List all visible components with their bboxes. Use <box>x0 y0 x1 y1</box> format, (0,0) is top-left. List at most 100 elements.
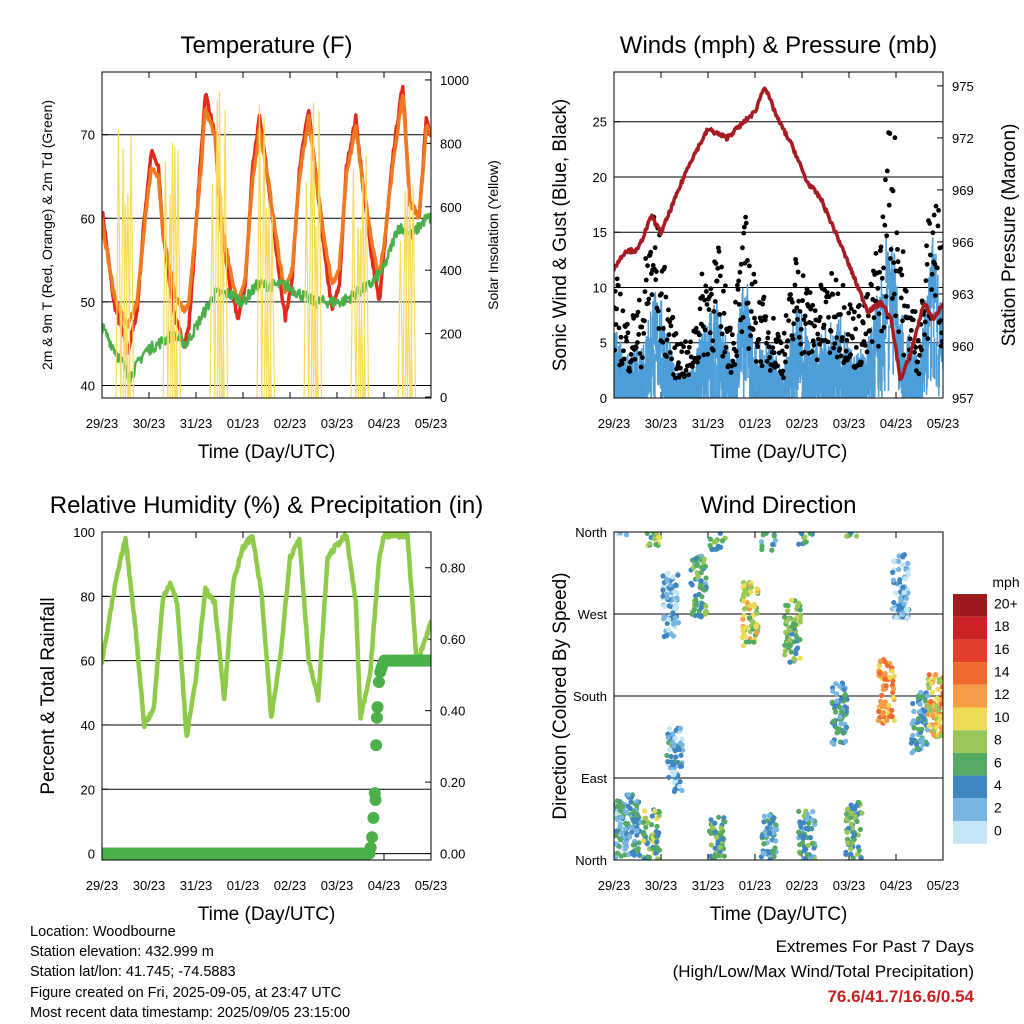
gust-point <box>614 276 620 282</box>
gust-point <box>753 359 759 364</box>
gust-point <box>895 246 900 252</box>
wind-direction-point <box>721 853 727 859</box>
x-tick-label: 03/23 <box>321 416 354 431</box>
wind-direction-point <box>670 574 676 580</box>
gust-point <box>865 291 871 297</box>
wind-direction-point <box>718 544 724 550</box>
wind-direction-point <box>834 698 840 704</box>
wind-direction-point <box>667 746 673 753</box>
gust-point <box>672 345 678 351</box>
wind-direction-point <box>910 732 916 738</box>
solar-spike <box>115 129 122 398</box>
wind-direction-point <box>910 700 916 707</box>
gust-point <box>927 252 933 258</box>
wind-direction-point <box>625 821 631 827</box>
solar-spike <box>404 187 411 398</box>
wind-direction-point <box>712 845 718 851</box>
solar-spike <box>263 208 270 398</box>
x-tick-label: 04/23 <box>880 416 913 431</box>
gust-point <box>912 349 917 355</box>
wind-direction-point <box>893 590 899 596</box>
gust-point <box>758 359 764 365</box>
wind-direction-point <box>856 847 862 854</box>
gust-point <box>733 299 738 305</box>
gust-point <box>788 292 793 297</box>
wind-direction-point <box>666 774 672 780</box>
gust-point <box>889 296 895 301</box>
wind-direction-point <box>931 732 937 738</box>
gust-point <box>666 332 672 338</box>
wind-direction-point <box>929 689 935 696</box>
wind-direction-point <box>802 856 809 860</box>
y2-tick-label: 0.20 <box>440 775 465 790</box>
gust-point <box>915 338 921 343</box>
wind-direction-point <box>718 825 724 831</box>
wind-direction-point <box>741 631 747 638</box>
wind-direction-point <box>643 824 649 830</box>
figure-created: Figure created on Fri, 2025-09-05, at 23… <box>30 984 342 1001</box>
gust-point <box>863 331 869 337</box>
wind-direction-point <box>797 636 803 643</box>
y2-tick-label: 966 <box>952 235 974 250</box>
gust-point <box>767 355 773 360</box>
wind-direction-point <box>665 570 671 577</box>
gust-point <box>645 300 651 306</box>
wind-direction-point <box>928 698 934 705</box>
gust-point <box>755 344 761 350</box>
wind-direction-point <box>913 741 920 748</box>
wind-direction-point <box>807 532 813 537</box>
gust-point <box>834 354 840 360</box>
x-tick-label: 31/23 <box>692 878 725 893</box>
wind-direction-point <box>791 656 797 662</box>
solar-spike <box>209 184 216 398</box>
wind-direction-point <box>676 783 683 790</box>
wind-direction-point <box>793 647 799 653</box>
solar-spike <box>410 184 417 398</box>
gust-point <box>838 353 844 359</box>
y-tick-label: North <box>575 853 607 868</box>
y2-tick-label: 0.80 <box>440 561 465 576</box>
wind-direction-point <box>713 538 719 544</box>
gust-point <box>814 357 820 363</box>
wind-direction-point <box>617 532 624 536</box>
gust-point <box>737 269 743 275</box>
y2-tick-label: 960 <box>952 339 974 354</box>
x-tick-label: 03/23 <box>833 416 866 431</box>
pressure-line <box>614 86 943 382</box>
gust-point <box>770 345 776 351</box>
gust-point <box>780 368 786 374</box>
wind-direction-point <box>772 537 778 543</box>
wind-direction-point <box>614 816 620 823</box>
wind-direction-point <box>608 829 613 834</box>
y2-tick-label: 969 <box>952 183 974 198</box>
gust-point <box>618 334 624 340</box>
wind-direction-point <box>853 802 860 809</box>
wind-direction-point <box>702 563 709 570</box>
gust-point <box>660 339 666 345</box>
gust-point <box>635 340 640 345</box>
x-tick-label: 31/23 <box>180 878 213 893</box>
wind-direction-point <box>900 584 906 590</box>
wind-direction-point <box>652 808 658 814</box>
gust-point <box>853 345 859 350</box>
x-tick-label: 05/23 <box>927 416 960 431</box>
gust-point <box>632 356 638 362</box>
x-tick-label: 31/23 <box>180 416 213 431</box>
gust-point <box>845 331 851 337</box>
gust-point <box>857 303 862 308</box>
wind-direction-point <box>631 809 637 815</box>
solar-spike <box>175 150 182 398</box>
gust-point <box>720 353 726 359</box>
gust-point <box>915 359 921 365</box>
wind-direction-point <box>786 641 792 647</box>
wind-direction-point <box>876 663 882 669</box>
gust-point <box>793 256 798 262</box>
wind-direction-point <box>903 595 910 601</box>
gust-point <box>831 345 836 351</box>
gust-point <box>862 342 868 348</box>
gust-point <box>938 318 943 324</box>
gust-point <box>660 326 666 331</box>
wind-direction-point <box>933 703 939 709</box>
gust-point <box>790 299 795 305</box>
rh-line <box>102 532 431 739</box>
